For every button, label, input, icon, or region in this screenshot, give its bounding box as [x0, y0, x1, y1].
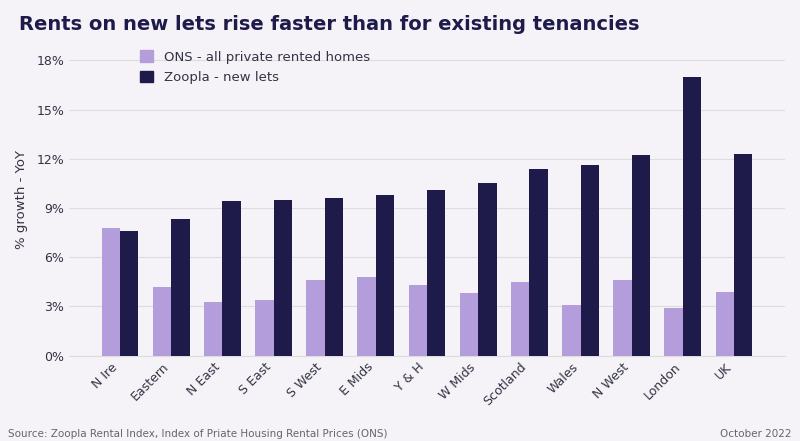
Bar [478, 183, 497, 356]
Bar [734, 154, 753, 356]
Bar [530, 168, 548, 356]
Bar [306, 280, 325, 356]
Bar [153, 287, 171, 356]
Bar [665, 308, 683, 356]
Bar [409, 285, 427, 356]
Y-axis label: % growth - YoY: % growth - YoY [15, 150, 28, 249]
Bar [222, 202, 241, 356]
Bar [120, 231, 138, 356]
Bar [581, 165, 599, 356]
Bar [427, 190, 446, 356]
Bar [562, 305, 581, 356]
Bar [716, 292, 734, 356]
Bar [102, 228, 120, 356]
Bar [614, 280, 632, 356]
Legend: ONS - all private rented homes, Zoopla - new lets: ONS - all private rented homes, Zoopla -… [140, 50, 370, 84]
Bar [171, 220, 190, 356]
Bar [683, 77, 702, 356]
Bar [511, 282, 530, 356]
Bar [358, 277, 376, 356]
Bar [204, 302, 222, 356]
Bar [460, 293, 478, 356]
Bar [632, 156, 650, 356]
Text: Source: Zoopla Rental Index, Index of Priate Housing Rental Prices (ONS): Source: Zoopla Rental Index, Index of Pr… [8, 429, 387, 439]
Bar [255, 300, 274, 356]
Text: October 2022: October 2022 [721, 429, 792, 439]
Bar [325, 198, 343, 356]
Text: Rents on new lets rise faster than for existing tenancies: Rents on new lets rise faster than for e… [19, 15, 639, 34]
Bar [376, 195, 394, 356]
Bar [274, 200, 292, 356]
